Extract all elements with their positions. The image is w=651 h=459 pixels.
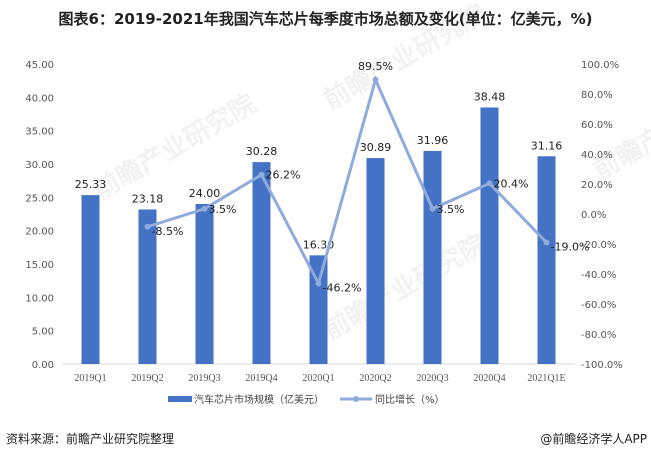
right-tick-label: 40.0%: [581, 150, 613, 161]
legend-bar-label: 汽车芯片市场规模（亿美元）: [194, 393, 324, 406]
left-tick-label: 25.00: [25, 193, 54, 204]
left-tick-label: 15.00: [25, 260, 54, 271]
x-tick-label: 2019Q3: [188, 373, 220, 384]
bar-2020Q2: [366, 158, 385, 364]
x-tick-label: 2019Q4: [245, 373, 277, 384]
bar-label: 38.48: [474, 90, 506, 103]
growth-point: [372, 76, 379, 83]
right-tick-label: 0.0%: [581, 210, 606, 221]
left-tick-label: 35.00: [25, 127, 54, 138]
bar-2021Q1E: [537, 156, 556, 364]
bar-2019Q2: [138, 209, 157, 364]
right-tick-label: -100.0%: [581, 360, 623, 371]
bar-2019Q1: [81, 195, 100, 364]
bar-label: 30.28: [246, 145, 278, 158]
x-tick-label: 2019Q2: [131, 373, 163, 384]
bar-2019Q3: [195, 204, 214, 364]
chart-title: 图表6：2019-2021年我国汽车芯片每季度市场总额及变化(单位：亿美元，%): [58, 10, 593, 28]
watermark-0: 前瞻产业研究院: [88, 88, 261, 206]
bar-label: 24.00: [189, 187, 221, 200]
x-tick-label: 2020Q4: [473, 373, 505, 384]
left-tick-label: 40.00: [25, 93, 54, 104]
x-tick-label: 2020Q3: [416, 373, 448, 384]
legend-bar-swatch: [168, 396, 192, 402]
growth-line: [147, 75, 548, 288]
left-tick-label: 30.00: [25, 160, 54, 171]
bar-label: 31.96: [417, 134, 449, 147]
bar-label: 30.89: [360, 141, 392, 154]
watermark-1: 前瞻产业研究院: [318, 0, 491, 116]
right-tick-label: 20.0%: [581, 180, 613, 191]
right-tick-label: 100.0%: [581, 60, 619, 71]
bar-2020Q1: [309, 255, 328, 364]
growth-point: [258, 171, 265, 178]
x-tick-label: 2019Q1: [74, 373, 106, 384]
bar-2019Q4: [252, 162, 271, 364]
bar-label: 23.18: [132, 192, 164, 205]
growth-label: 3.5%: [209, 203, 237, 216]
x-tick-label: 2020Q1: [302, 373, 334, 384]
right-tick-label: 60.0%: [581, 120, 613, 131]
right-tick-label: -40.0%: [581, 270, 616, 281]
growth-point: [201, 205, 208, 212]
growth-point: [144, 223, 151, 230]
legend-line-marker: [353, 396, 359, 402]
bar-label: 31.16: [531, 139, 563, 152]
growth-label: -8.5%: [152, 225, 184, 238]
x-tick-label: 2020Q2: [359, 373, 391, 384]
growth-label: -19.0%: [551, 241, 590, 254]
left-tick-label: 0.00: [32, 360, 54, 371]
source-note: 资料来源：前瞻产业研究院整理: [6, 432, 175, 446]
growth-label: 89.5%: [358, 60, 393, 73]
growth-point: [315, 280, 322, 287]
growth-label: 20.4%: [494, 177, 529, 190]
right-tick-label: -20.0%: [581, 240, 616, 251]
left-tick-label: 45.00: [25, 60, 54, 71]
growth-point: [543, 239, 550, 246]
right-tick-label: -60.0%: [581, 300, 616, 311]
right-tick-label: -80.0%: [581, 330, 616, 341]
left-tick-label: 20.00: [25, 227, 54, 238]
growth-label: 3.5%: [437, 203, 465, 216]
bar-label: 25.33: [75, 178, 107, 191]
bar-2020Q3: [423, 150, 442, 364]
legend-line-label: 同比增长（%）: [375, 393, 445, 406]
bar-label: 16.30: [303, 238, 335, 251]
bar-2020Q4: [480, 107, 499, 364]
left-tick-label: 5.00: [32, 327, 54, 338]
growth-label: 26.2%: [266, 169, 301, 182]
x-tick-label: 2021Q1E: [527, 373, 565, 384]
growth-label: -46.2%: [323, 281, 362, 294]
credit-note: @前瞻经济学人APP: [540, 432, 647, 446]
right-tick-label: 80.0%: [581, 90, 613, 101]
growth-point: [429, 205, 436, 212]
left-tick-label: 10.00: [25, 293, 54, 304]
growth-point: [486, 180, 493, 187]
